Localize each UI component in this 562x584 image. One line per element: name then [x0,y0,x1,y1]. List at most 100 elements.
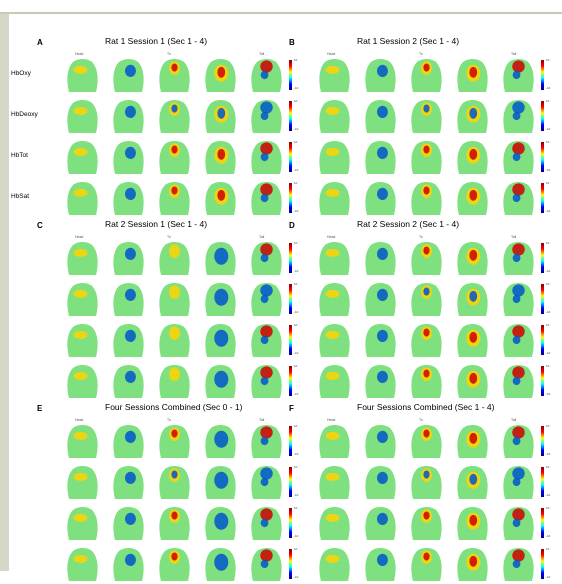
brain-map [457,365,488,398]
colorbar-tick: 10 [294,547,298,551]
colorbar-tick: 10 [294,241,298,245]
brain-map [319,242,350,275]
figure-panel-c: C Rat 2 Session 1 (Sec 1 - 4) Head Tx Tail 10… [37,219,298,401]
activation-spot [469,473,478,485]
activation-spot [260,518,269,528]
activation-spot [73,147,88,156]
colorbar [541,101,544,131]
window-top-bar [0,0,562,14]
activation-spot [217,107,226,119]
brain-map-base [411,242,442,275]
activation-spot [376,187,388,201]
colorbar-tick: 10 [546,140,550,144]
brain-map [205,182,236,215]
colorbar [541,366,544,396]
brain-map-base [319,466,350,499]
activation-spot [171,429,178,438]
activation-spot [423,63,430,72]
brain-map [251,59,282,92]
column-label: Tx [419,52,423,56]
figure-panel-b: B Rat 1 Session 2 (Sec 1 - 4) Head Tx Tail 10… [289,36,550,218]
brain-map [159,141,190,174]
activation-spot [376,471,388,485]
colorbar-tick: 10 [546,364,550,368]
column-label: Head [327,418,336,422]
activation-spot [423,369,430,378]
colorbar-tick: 10 [546,465,550,469]
brain-map [503,425,534,458]
brain-map [503,365,534,398]
activation-spot [423,552,430,561]
brain-map-base [159,182,190,215]
activation-spot [73,472,88,481]
colorbar [289,183,292,213]
brain-map [503,182,534,215]
activation-spot [469,432,478,444]
colorbar-tick: -10 [546,534,551,538]
brain-map-base [159,242,190,275]
brain-map-base [411,324,442,357]
colorbar-tick: 10 [294,99,298,103]
activation-spot [376,247,388,261]
activation-spot [73,371,88,380]
activation-spot [512,426,525,439]
brain-map [457,242,488,275]
activation-spot [171,145,178,154]
brain-map [457,507,488,540]
activation-spot [124,370,136,384]
activation-spot [376,370,388,384]
brain-map-base [411,283,442,316]
colorbar-tick: 10 [546,282,550,286]
brain-map [411,548,442,581]
brain-map-base [411,59,442,92]
activation-spot [73,106,88,115]
colorbar [541,183,544,213]
activation-spot [512,243,525,256]
activation-spot [73,513,88,522]
brain-map [159,324,190,357]
brain-map [113,100,144,133]
colorbar-tick: -10 [546,86,551,90]
activation-spot [171,511,178,520]
brain-map [457,466,488,499]
colorbar-tick: 10 [546,241,550,245]
activation-spot [325,513,340,522]
colorbar-tick: 10 [546,547,550,551]
activation-spot [124,187,136,201]
colorbar-tick: 10 [546,424,550,428]
activation-spot [214,247,229,265]
brain-map [113,283,144,316]
colorbar [289,60,292,90]
figure-panel-a: A Rat 1 Session 1 (Sec 1 - 4) Head Tx Tail Hb… [11,36,298,218]
brain-map [411,507,442,540]
brain-map-base [319,324,350,357]
activation-spot [512,70,521,80]
brain-map [67,365,98,398]
brain-map [457,100,488,133]
activation-spot [423,246,430,255]
panel-label: D [289,221,295,230]
panel-label: F [289,404,294,413]
brain-map [67,548,98,581]
activation-spot [260,376,269,386]
activation-spot [512,376,521,386]
brain-map-base [411,365,442,398]
colorbar-tick: -10 [294,269,299,273]
brain-map [159,425,190,458]
panel-title: Rat 2 Session 1 (Sec 1 - 4) [105,219,208,229]
column-label: Tail [259,418,265,422]
activation-spot [469,148,478,160]
activation-spot [260,101,273,114]
activation-spot [260,253,269,263]
brain-map [205,283,236,316]
brain-map-base [67,466,98,499]
brain-map [457,548,488,581]
colorbar [541,325,544,355]
activation-spot [512,253,521,263]
brain-map [457,283,488,316]
activation-spot [325,248,340,257]
brain-map-base [319,242,350,275]
activation-spot [376,146,388,160]
brain-map [319,425,350,458]
colorbar-tick: -10 [546,351,551,355]
